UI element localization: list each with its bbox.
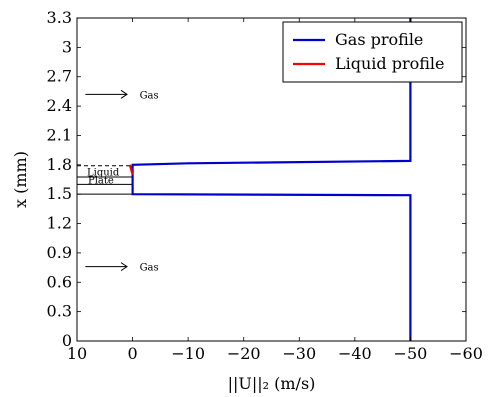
x-axis-label: ||U||₂ (m/s) [228, 374, 316, 393]
y-tick-label: 2.4 [47, 96, 72, 115]
y-tick-label: 0.9 [47, 243, 72, 262]
y-tick-label: 0.3 [47, 302, 72, 321]
x-tick-label: −30 [282, 344, 316, 363]
annotation-liquid: Liquid [87, 168, 120, 179]
y-tick-label: 0.6 [47, 272, 72, 291]
arrow-gas-top-head [120, 89, 128, 99]
y-tick-label: 2.7 [47, 67, 72, 86]
arrow-gas-bottom-head [120, 262, 128, 272]
y-tick-label: 1.5 [47, 184, 72, 203]
y-tick-label: 1.8 [47, 155, 72, 174]
series-line-0 [131, 18, 412, 341]
x-tick-label: −40 [338, 344, 372, 363]
y-tick-label: 1.2 [47, 214, 72, 233]
legend: Gas profile Liquid profile [282, 21, 463, 83]
x-tick-label: −20 [227, 344, 261, 363]
legend-label-0: Gas profile [335, 30, 423, 49]
legend-box [282, 21, 463, 83]
y-tick-label: 0 [62, 331, 72, 350]
x-tick-label: −60 [449, 344, 483, 363]
y-tick-label: 3.3 [47, 8, 72, 27]
x-tick-label: 0 [127, 344, 137, 363]
ticks [76, 17, 467, 342]
y-tick-label: 2.1 [47, 125, 72, 144]
plot-frame [76, 17, 467, 342]
legend-label-1: Liquid profile [335, 54, 445, 73]
annotation-gas-bottom: Gas [140, 263, 159, 274]
x-tick-label: −10 [171, 344, 205, 363]
y-tick-label: 3 [62, 37, 72, 56]
x-tick-label: 10 [67, 344, 87, 363]
annotation-plate: Plate [88, 175, 114, 186]
x-tick-label: −50 [394, 344, 428, 363]
tick-labels: 10 0 −10 −20 −30 −40 −50 −6000.30.60.91.21.51.8… [47, 8, 483, 363]
y-axis-label: x (mm) [11, 151, 30, 208]
annotation-gas-top: Gas [140, 90, 159, 101]
series-line-1 [128, 164, 134, 175]
